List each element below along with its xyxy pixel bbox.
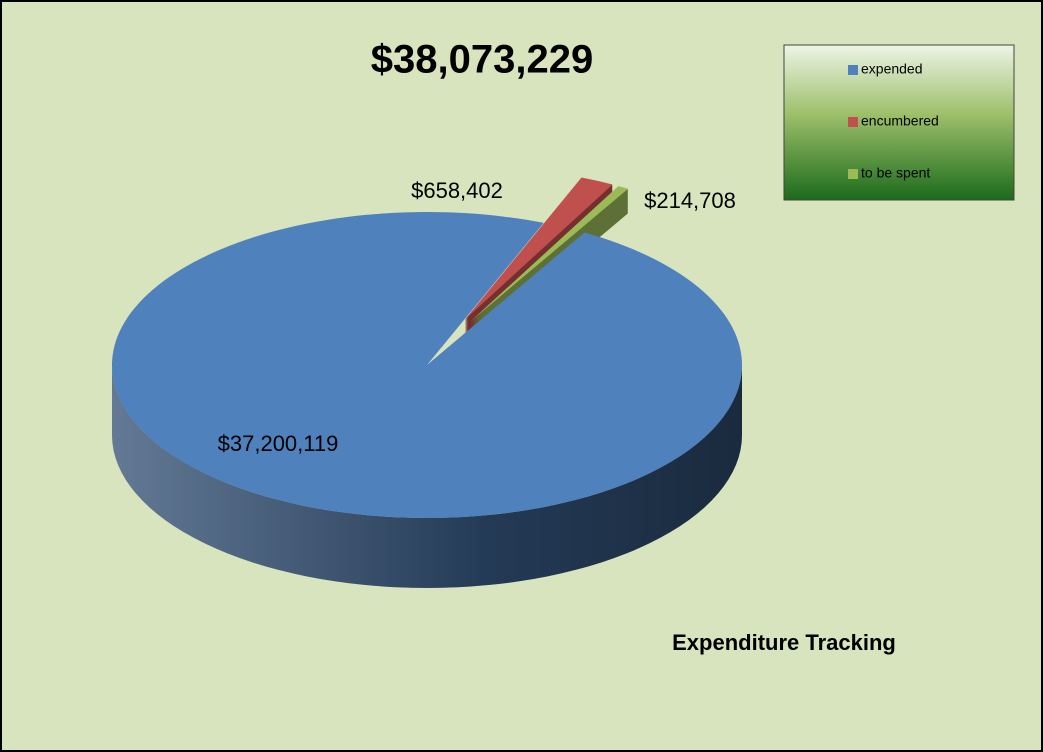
caption: Expenditure Tracking [672,630,896,655]
slice [111,211,742,518]
legend-swatch [848,169,858,179]
slice [470,186,629,322]
legend-swatch [848,65,858,75]
data-label: $214,708 [644,188,736,213]
slice-side-shade [112,365,742,588]
legend-label: expended [861,61,923,77]
legend-label: to be spent [861,165,930,181]
legend-swatch [848,117,858,127]
data-label: $37,200,119 [218,431,339,456]
legend-box [783,44,1015,201]
data-label: $658,402 [411,178,503,203]
chart-title: $38,073,229 [371,38,593,82]
legend-label: encumbered [861,113,939,129]
legend: expended encumbered to be spent [848,61,939,181]
pie: $37,200,119 $658,402 $214,708 [111,177,742,588]
slice [464,177,613,320]
